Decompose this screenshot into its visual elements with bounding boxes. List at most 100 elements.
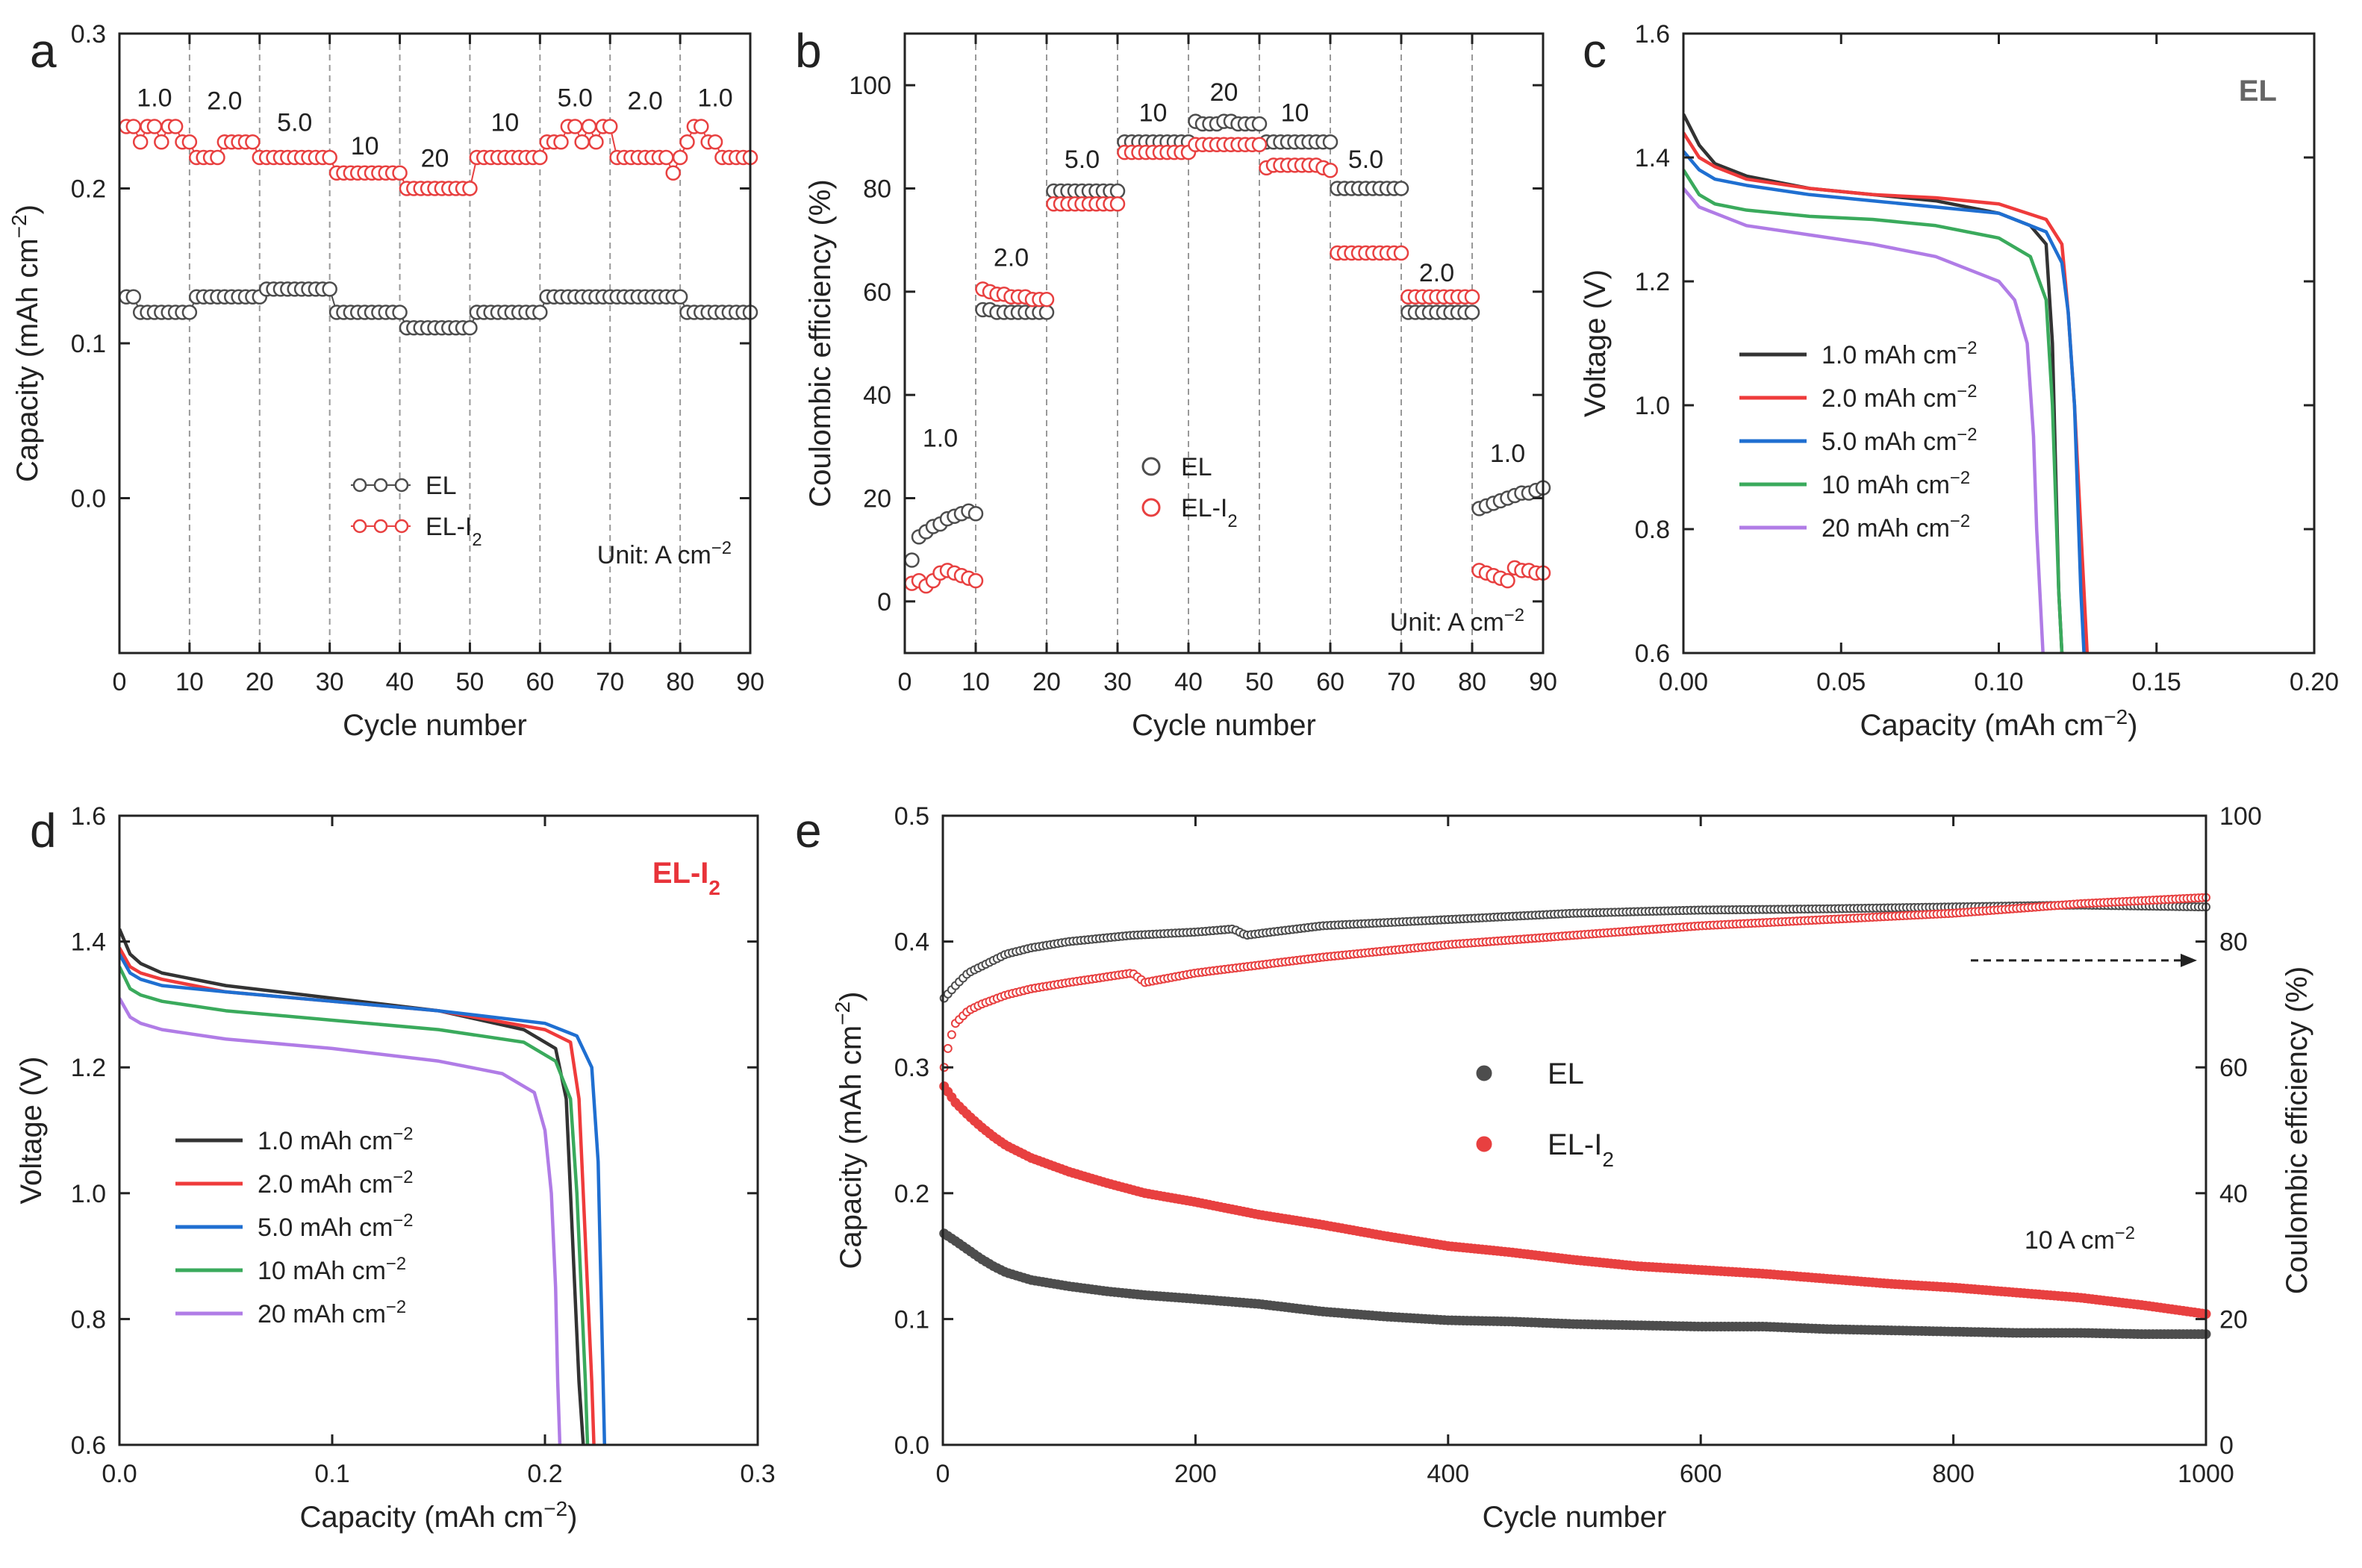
data-point: [1464, 289, 1480, 304]
legend-marker: [1476, 1065, 1492, 1081]
x-tick-label: 0.10: [1974, 668, 2023, 696]
y-tick-label: 1.2: [1635, 268, 1670, 296]
y-tick-label: 0.4: [894, 928, 929, 957]
unit-note: Unit: A cm−2: [1390, 605, 1524, 637]
rate-label: 5.0: [1065, 146, 1100, 174]
y-axis-label: Capacity (mAh cm−2): [831, 991, 868, 1269]
rate-label: 20: [1210, 78, 1238, 107]
legend-label: 5.0 mAh cm−2: [1822, 425, 1978, 457]
x-tick-label: 90: [736, 668, 764, 696]
data-point: [672, 149, 688, 166]
y-tick-label: 0.1: [894, 1305, 929, 1334]
y2-tick-label: 40: [2219, 1180, 2248, 1208]
x-tick-label: 20: [1032, 668, 1061, 696]
panel-d: 0.0 0.1 0.2 0.3 0.6 0.8 1.0 1.2 1.4 1.6 Capacity (…: [15, 802, 776, 1534]
x-axis-label: Capacity (mAh cm−2): [1860, 705, 2137, 743]
rate-label: 5.0: [277, 109, 312, 137]
rate-label: 5.0: [558, 84, 593, 113]
data-point: [602, 119, 618, 134]
y-tick-label: 1.6: [71, 802, 106, 831]
data-point: [967, 572, 984, 589]
y-tick-label: 1.0: [1635, 392, 1670, 420]
x-tick-label: 0: [898, 668, 912, 696]
x-tick-label: 600: [1680, 1460, 1722, 1488]
legend-label: 10 mAh cm−2: [258, 1254, 406, 1286]
x-tick-label: 200: [1174, 1460, 1217, 1488]
y2-tick-label: 60: [2219, 1054, 2248, 1082]
x-tick-label: 0: [113, 668, 127, 696]
legend-marker: [352, 519, 367, 534]
legend-label: 5.0 mAh cm−2: [258, 1211, 414, 1243]
x-tick-label: 60: [526, 668, 554, 696]
x-tick-label: 0.00: [1659, 668, 1708, 696]
y-tick-label: 0.8: [71, 1305, 106, 1334]
y-axis-label: Voltage (V): [1579, 269, 1612, 417]
plot-frame: [941, 814, 2207, 1446]
x-tick-label: 0.3: [740, 1460, 775, 1488]
x-axis-label: Cycle number: [1132, 709, 1316, 742]
legend-label: 1.0 mAh cm−2: [1822, 338, 1978, 370]
y-axis-label: Voltage (V): [15, 1057, 48, 1205]
x-axis-label: Cycle number: [343, 709, 527, 742]
legend-label: EL-I2: [1181, 494, 1238, 531]
rate-label: 1.0: [697, 84, 732, 113]
legend-label: EL-I2: [1548, 1128, 1614, 1171]
corner-label: EL-I2: [652, 857, 720, 899]
data-point: [1393, 181, 1409, 196]
data-point: [1038, 291, 1055, 307]
data-point: [581, 119, 597, 134]
data-point: [125, 119, 142, 134]
x-tick-label: 400: [1427, 1460, 1469, 1488]
data-point: [672, 289, 688, 304]
series-line: [119, 966, 590, 1445]
series-line: [1683, 187, 2045, 653]
legend-marker: [373, 478, 388, 493]
y-tick-label: 0.3: [894, 1054, 929, 1082]
y-tick-label: 0.0: [71, 485, 106, 513]
series-line: [119, 946, 596, 1445]
legend-label: 1.0 mAh cm−2: [258, 1124, 414, 1156]
data-point: [125, 289, 142, 304]
data-point: [553, 134, 569, 150]
legend-label: 20 mAh cm−2: [258, 1297, 406, 1329]
data-point: [181, 134, 198, 150]
x-tick-label: 800: [1932, 1460, 1975, 1488]
y-tick-label: 60: [863, 278, 891, 307]
x-tick-label: 1000: [2178, 1460, 2234, 1488]
data-point: [679, 134, 695, 150]
y-tick-label: 20: [863, 485, 891, 513]
y-tick-label: 0.5: [894, 802, 929, 831]
data-point: [1251, 116, 1268, 132]
panel-label: c: [1583, 24, 1607, 78]
data-point: [1393, 245, 1409, 261]
x-tick-label: 0.2: [527, 1460, 562, 1488]
legend-label: EL: [1181, 453, 1212, 481]
y2-tick-label: 20: [2219, 1305, 2248, 1334]
data-point: [967, 506, 984, 522]
series-line: [1683, 150, 2086, 653]
rate-label: 2.0: [994, 243, 1029, 272]
data-point: [392, 304, 408, 320]
y-tick-label: 1.4: [1635, 144, 1670, 172]
rate-label: 1.0: [1490, 440, 1525, 468]
rate-label: 10: [1281, 99, 1309, 128]
y-tick-label: 0.2: [71, 175, 106, 204]
data-point: [1109, 196, 1126, 212]
data-point: [532, 149, 548, 166]
y-tick-label: 100: [849, 72, 891, 100]
legend-label: EL-I2: [426, 513, 482, 550]
corner-label: EL: [2239, 75, 2277, 107]
y-tick-label: 0.1: [71, 330, 106, 358]
panel-a: 0 10 20 30 40 50 60 70 80 90 0.0 0.1 0.2 0.3 Cycle num…: [7, 20, 764, 742]
x-tick-label: 10: [962, 668, 990, 696]
data-point: [462, 181, 478, 196]
series-line: [119, 953, 607, 1445]
panel-label: a: [30, 24, 57, 78]
panel-label: e: [795, 804, 822, 858]
data-point: [1500, 572, 1515, 589]
legend-label: EL: [426, 472, 457, 500]
panel-label: d: [30, 804, 57, 858]
legend-marker: [394, 478, 409, 493]
data-point: [1251, 137, 1268, 152]
x-tick-label: 50: [1245, 668, 1274, 696]
